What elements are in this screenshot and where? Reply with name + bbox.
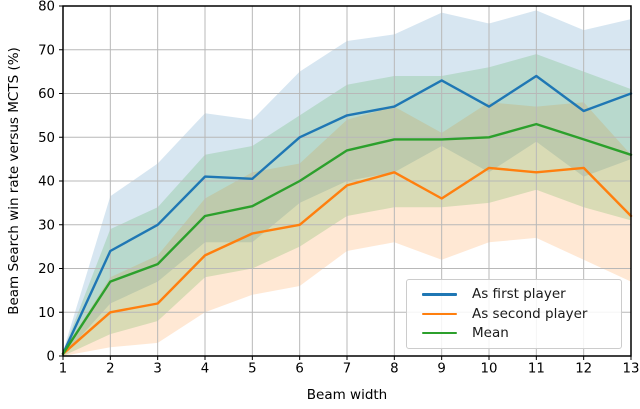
x-tick-label: 13 — [623, 362, 640, 377]
x-tick-label: 11 — [528, 362, 545, 377]
y-tick-label: 70 — [38, 43, 55, 58]
line-as-first-player — [61, 74, 633, 355]
x-tick-label: 9 — [437, 362, 445, 377]
legend-line-sample — [422, 312, 457, 316]
y-tick-label: 10 — [38, 306, 55, 321]
y-tick-label: 40 — [38, 175, 55, 190]
y-tick-label: 60 — [38, 87, 55, 102]
y-tick-label: 50 — [38, 131, 55, 146]
y-tick-label: 80 — [38, 0, 55, 15]
x-tick-label: 6 — [295, 362, 303, 377]
y-axis-label: Beam Search win rate versus MCTS (%) — [6, 47, 22, 315]
x-tick-label: 2 — [106, 362, 114, 377]
legend-label: Mean — [472, 324, 509, 341]
x-tick-label: 12 — [575, 362, 592, 377]
legend-item-as-first-player: As first player — [415, 287, 613, 302]
data-lines — [61, 74, 633, 355]
y-tick-label: 30 — [38, 218, 55, 233]
x-tick-label: 5 — [248, 362, 256, 377]
legend-label: As first player — [472, 286, 566, 303]
legend: As first player As second player Mean — [406, 279, 622, 349]
x-tick-label: 1 — [59, 362, 67, 377]
legend-item-mean: Mean — [415, 324, 613, 341]
legend-line-sample — [422, 293, 457, 297]
line-as-second-player — [61, 166, 633, 355]
y-tick-label: 0 — [47, 350, 55, 365]
legend-item-as-second-player: As second player — [415, 305, 613, 322]
x-tick-label: 10 — [481, 362, 498, 377]
x-tick-label: 3 — [153, 362, 161, 377]
x-tick-label: 7 — [343, 362, 351, 377]
y-tick-label: 20 — [38, 262, 55, 277]
x-axis-label: Beam width — [306, 387, 388, 403]
x-tick-label: 4 — [201, 362, 209, 377]
legend-line-sample — [422, 331, 457, 335]
x-tick-label: 8 — [390, 362, 398, 377]
legend-label: As second player — [472, 305, 588, 322]
line-mean — [61, 122, 633, 355]
